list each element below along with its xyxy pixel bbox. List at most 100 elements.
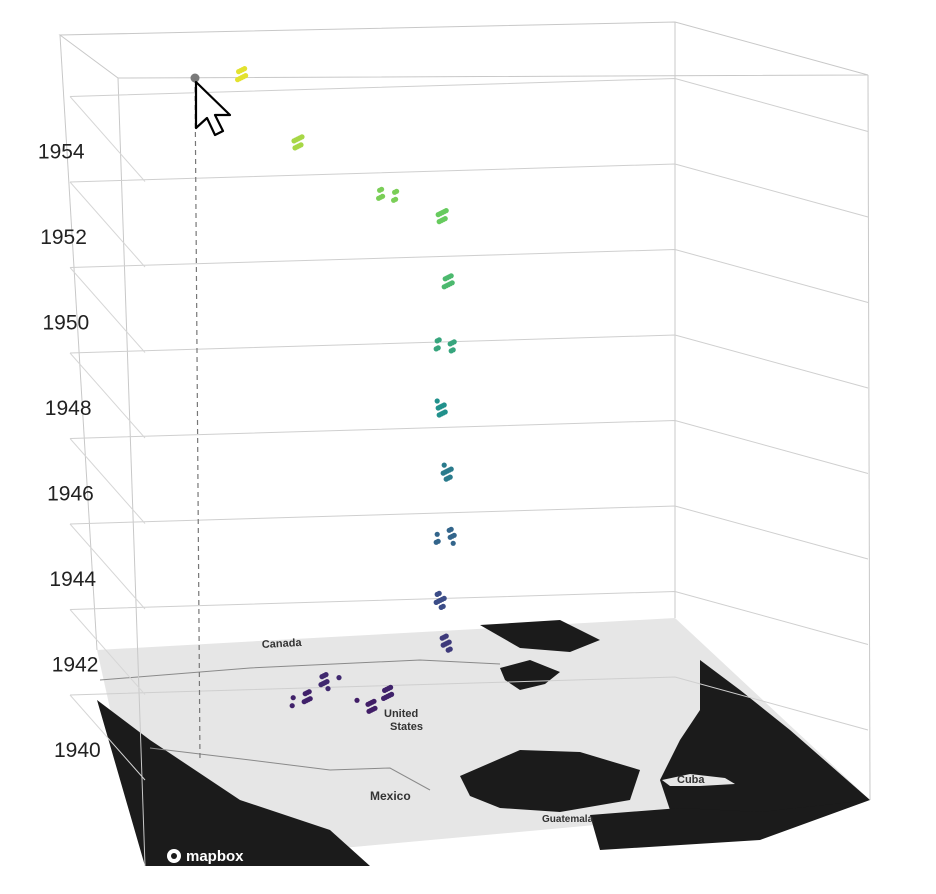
point-cluster[interactable] bbox=[354, 697, 378, 714]
data-point[interactable] bbox=[319, 674, 325, 680]
grid-diagonal-1942 bbox=[69, 609, 146, 695]
data-point[interactable] bbox=[301, 699, 307, 705]
hudson-bay bbox=[480, 620, 600, 652]
data-point[interactable] bbox=[434, 398, 440, 404]
data-point[interactable] bbox=[445, 647, 451, 653]
grid-diagonal-1952 bbox=[69, 181, 146, 268]
data-point[interactable] bbox=[441, 284, 447, 290]
data-point[interactable] bbox=[450, 540, 456, 546]
mapbox-attribution[interactable]: mapbox bbox=[167, 848, 244, 865]
year-axis-ticks: 1940 1942 1944 1946 1948 1950 1952 1954 bbox=[38, 141, 101, 763]
cuba-island bbox=[662, 774, 735, 786]
pacific-ocean bbox=[97, 700, 370, 866]
point-cluster[interactable] bbox=[441, 273, 455, 290]
data-point[interactable] bbox=[446, 527, 452, 533]
data-point[interactable] bbox=[290, 695, 296, 701]
data-point[interactable] bbox=[325, 686, 331, 692]
data-point[interactable] bbox=[433, 599, 439, 606]
point-cluster[interactable] bbox=[318, 672, 342, 692]
atlantic-ocean bbox=[660, 660, 870, 840]
data-point[interactable] bbox=[377, 187, 383, 193]
data-point[interactable] bbox=[438, 604, 444, 611]
data-point[interactable] bbox=[382, 687, 388, 694]
data-point[interactable] bbox=[391, 197, 397, 203]
point-cluster[interactable] bbox=[289, 689, 313, 709]
data-point[interactable] bbox=[443, 476, 449, 482]
data-point[interactable] bbox=[366, 708, 372, 714]
data-point[interactable] bbox=[354, 697, 360, 703]
label-united: United bbox=[384, 708, 418, 720]
data-point[interactable] bbox=[433, 539, 439, 545]
data-point[interactable] bbox=[392, 189, 398, 195]
grid-diagonal-1940 bbox=[69, 694, 146, 781]
data-point[interactable] bbox=[435, 212, 441, 218]
point-cluster[interactable] bbox=[433, 526, 457, 546]
data-point[interactable] bbox=[448, 348, 454, 354]
data-point[interactable] bbox=[440, 470, 446, 476]
baja-california bbox=[236, 770, 296, 812]
tick-label-1952: 1952 bbox=[40, 226, 87, 249]
data-point[interactable] bbox=[435, 405, 441, 411]
point-cluster[interactable] bbox=[381, 684, 395, 702]
tick-label-1946: 1946 bbox=[47, 483, 94, 506]
data-point[interactable] bbox=[318, 682, 324, 688]
data-point[interactable] bbox=[376, 195, 382, 201]
box-edge-front-right bbox=[867, 74, 871, 801]
point-cluster[interactable] bbox=[434, 398, 448, 418]
data-point[interactable] bbox=[447, 534, 453, 540]
grid-line-1950 bbox=[69, 248, 869, 303]
point-cluster[interactable] bbox=[440, 462, 454, 482]
data-point[interactable] bbox=[236, 69, 242, 75]
year-grid bbox=[69, 77, 869, 781]
data-point[interactable] bbox=[381, 695, 387, 702]
data-point[interactable] bbox=[292, 145, 298, 151]
point-cluster[interactable] bbox=[376, 186, 400, 203]
data-point[interactable] bbox=[336, 675, 342, 681]
us-mexico-border bbox=[149, 747, 431, 791]
point-cluster[interactable] bbox=[433, 590, 447, 611]
data-point[interactable] bbox=[433, 346, 439, 352]
data-point[interactable] bbox=[436, 412, 442, 418]
data-point[interactable] bbox=[434, 591, 440, 598]
data-point[interactable] bbox=[440, 642, 446, 648]
grid-line-1944 bbox=[69, 505, 869, 560]
label-guatemala: Guatemala bbox=[542, 814, 594, 825]
grid-line-1948 bbox=[69, 334, 869, 389]
tick-label-1940: 1940 bbox=[54, 739, 101, 762]
point-cluster[interactable] bbox=[439, 633, 453, 653]
box-frame bbox=[58, 21, 871, 867]
data-points[interactable] bbox=[190, 66, 457, 714]
map-floor: Canada United States Mexico Cuba Guatema… bbox=[97, 618, 870, 866]
point-cluster[interactable] bbox=[435, 208, 449, 225]
data-point[interactable] bbox=[289, 703, 295, 709]
data-point[interactable] bbox=[442, 276, 448, 282]
tick-label-1948: 1948 bbox=[45, 397, 92, 420]
data-point[interactable] bbox=[447, 341, 453, 347]
grid-diagonal-1944 bbox=[69, 523, 146, 610]
point-cluster[interactable] bbox=[433, 337, 457, 354]
point-cluster[interactable] bbox=[291, 134, 305, 151]
grid-diagonal-1946 bbox=[69, 438, 146, 524]
data-point[interactable] bbox=[291, 138, 297, 144]
data-point[interactable] bbox=[436, 219, 442, 225]
gulf-of-mexico bbox=[460, 750, 640, 812]
data-point[interactable] bbox=[434, 338, 440, 344]
data-point[interactable] bbox=[235, 77, 241, 83]
grid-line-1942 bbox=[69, 590, 869, 645]
label-mexico: Mexico bbox=[370, 789, 411, 803]
great-lakes bbox=[500, 660, 560, 690]
data-point[interactable] bbox=[439, 635, 445, 641]
data-point[interactable] bbox=[434, 531, 440, 537]
data-point[interactable] bbox=[441, 462, 447, 468]
data-point[interactable] bbox=[302, 691, 308, 697]
arrow-pointer-icon bbox=[194, 80, 232, 137]
tick-label-1944: 1944 bbox=[49, 568, 96, 591]
grid-line-1940 bbox=[69, 676, 869, 731]
tick-label-1942: 1942 bbox=[52, 654, 99, 677]
data-point[interactable] bbox=[365, 701, 371, 707]
box-edge-front-left bbox=[117, 77, 146, 867]
tick-label-1954: 1954 bbox=[38, 141, 85, 164]
point-cluster[interactable] bbox=[235, 66, 249, 83]
